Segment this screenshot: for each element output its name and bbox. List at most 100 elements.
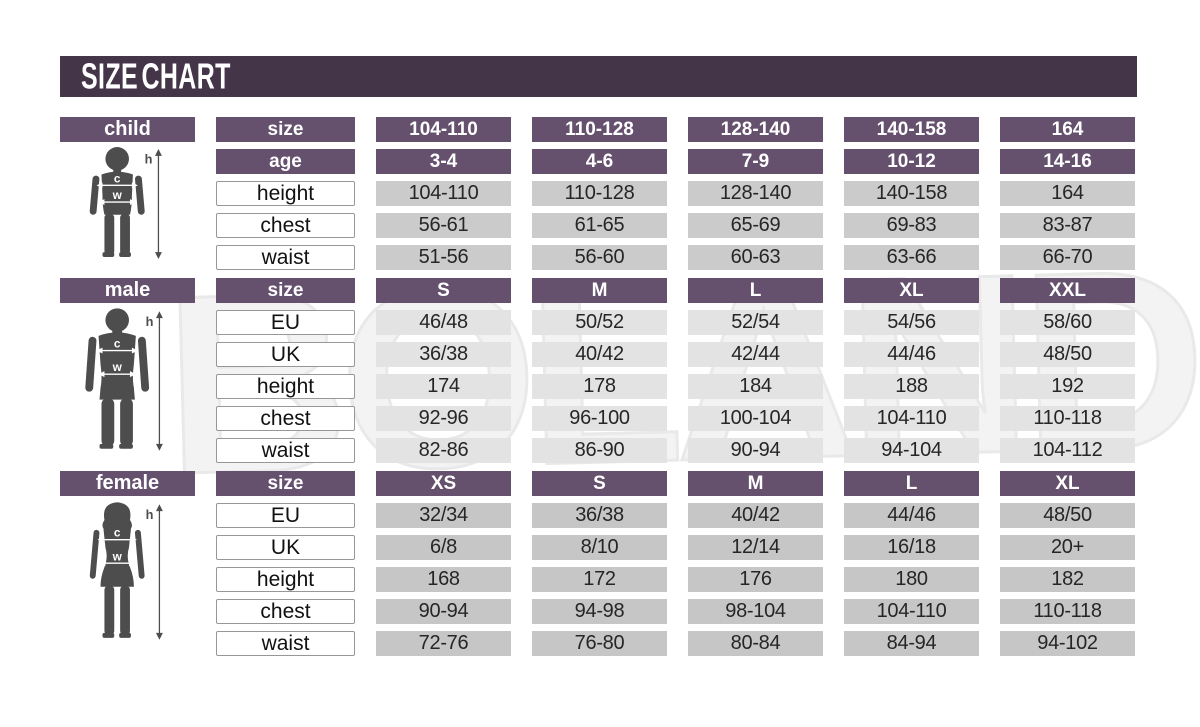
value-cell: 51-56 — [376, 245, 511, 270]
row-label-waist: waist — [216, 245, 355, 270]
value-cell: 44/46 — [844, 503, 979, 528]
waist-label: w — [111, 189, 122, 202]
value-cell: 56-60 — [532, 245, 667, 270]
value-cell: 6/8 — [376, 535, 511, 560]
row-label-chest: chest — [216, 406, 355, 431]
row-label-waist: waist — [216, 631, 355, 656]
value-cell: 110-118 — [1000, 406, 1135, 431]
waist-label: w — [111, 550, 122, 563]
value-cell: 40/42 — [688, 503, 823, 528]
size-header-cell: XL — [844, 278, 979, 303]
value-cell: 94-98 — [532, 599, 667, 624]
value-cell: 48/50 — [1000, 342, 1135, 367]
row-label-eu: EU — [216, 503, 355, 528]
value-cell: 44/46 — [844, 342, 979, 367]
female-figure-icon: h c w — [89, 502, 163, 640]
value-cell: 104-110 — [844, 599, 979, 624]
chest-label: c — [113, 338, 120, 351]
value-cell: 60-63 — [688, 245, 823, 270]
value-cell: 84-94 — [844, 631, 979, 656]
height-label: h — [145, 507, 153, 522]
value-cell: 61-65 — [532, 213, 667, 238]
value-cell: 36/38 — [532, 503, 667, 528]
size-header-cell: 3-4 — [376, 149, 511, 174]
row-label-size: size — [216, 471, 355, 496]
value-cell: 48/50 — [1000, 503, 1135, 528]
size-header-cell: XXL — [1000, 278, 1135, 303]
size-header-cell: 104-110 — [376, 117, 511, 142]
size-header-cell: 7-9 — [688, 149, 823, 174]
value-cell: 80-84 — [688, 631, 823, 656]
section-badge-female: female — [60, 471, 195, 496]
value-cell: 94-102 — [1000, 631, 1135, 656]
value-cell: 104-110 — [376, 181, 511, 206]
size-header-cell: 4-6 — [532, 149, 667, 174]
male-figure-icon: h c w — [84, 308, 163, 451]
value-cell: 94-104 — [844, 438, 979, 463]
value-cell: 54/56 — [844, 310, 979, 335]
value-cell: 42/44 — [688, 342, 823, 367]
size-header-cell: S — [376, 278, 511, 303]
value-cell: 184 — [688, 374, 823, 399]
value-cell: 90-94 — [688, 438, 823, 463]
value-cell: 58/60 — [1000, 310, 1135, 335]
value-cell: 192 — [1000, 374, 1135, 399]
size-header-cell: M — [532, 278, 667, 303]
value-cell: 32/34 — [376, 503, 511, 528]
value-cell: 36/38 — [376, 342, 511, 367]
figure-cell-male: male — [60, 278, 195, 463]
value-cell: 82-86 — [376, 438, 511, 463]
value-cell: 16/18 — [844, 535, 979, 560]
row-label-eu: EU — [216, 310, 355, 335]
value-cell: 100-104 — [688, 406, 823, 431]
value-cell: 128-140 — [688, 181, 823, 206]
value-cell: 168 — [376, 567, 511, 592]
row-label-age: age — [216, 149, 355, 174]
page-title: SIZE CHART — [81, 55, 231, 97]
child-figure-icon: h c w — [89, 147, 162, 259]
section-male: male — [60, 278, 1137, 463]
value-cell: 180 — [844, 567, 979, 592]
waist-label: w — [111, 361, 122, 374]
value-cell: 140-158 — [844, 181, 979, 206]
size-header-cell: 110-128 — [532, 117, 667, 142]
value-cell: 63-66 — [844, 245, 979, 270]
row-label-chest: chest — [216, 213, 355, 238]
value-cell: 104-112 — [1000, 438, 1135, 463]
row-label-size: size — [216, 278, 355, 303]
section-badge-male: male — [60, 278, 195, 303]
value-cell: 76-80 — [532, 631, 667, 656]
value-cell: 110-118 — [1000, 599, 1135, 624]
value-cell: 178 — [532, 374, 667, 399]
size-header-cell: 140-158 — [844, 117, 979, 142]
value-cell: 20+ — [1000, 535, 1135, 560]
size-header-cell: M — [688, 471, 823, 496]
figure-cell-child: child — [60, 117, 195, 270]
chest-label: c — [113, 172, 120, 185]
size-header-cell: XL — [1000, 471, 1135, 496]
value-cell: 188 — [844, 374, 979, 399]
value-cell: 46/48 — [376, 310, 511, 335]
value-cell: 164 — [1000, 181, 1135, 206]
height-label: h — [145, 314, 153, 329]
value-cell: 8/10 — [532, 535, 667, 560]
value-cell: 50/52 — [532, 310, 667, 335]
row-label-height: height — [216, 567, 355, 592]
section-child: child — [60, 117, 1137, 270]
value-cell: 66-70 — [1000, 245, 1135, 270]
value-cell: 176 — [688, 567, 823, 592]
chest-label: c — [113, 527, 120, 540]
row-label-uk: UK — [216, 342, 355, 367]
value-cell: 174 — [376, 374, 511, 399]
size-header-cell: 164 — [1000, 117, 1135, 142]
value-cell: 56-61 — [376, 213, 511, 238]
size-tables: child — [60, 117, 1137, 664]
size-header-cell: 128-140 — [688, 117, 823, 142]
size-header-cell: 10-12 — [844, 149, 979, 174]
size-header-cell: L — [844, 471, 979, 496]
value-cell: 69-83 — [844, 213, 979, 238]
row-label-chest: chest — [216, 599, 355, 624]
section-female: female — [60, 471, 1137, 656]
value-cell: 72-76 — [376, 631, 511, 656]
